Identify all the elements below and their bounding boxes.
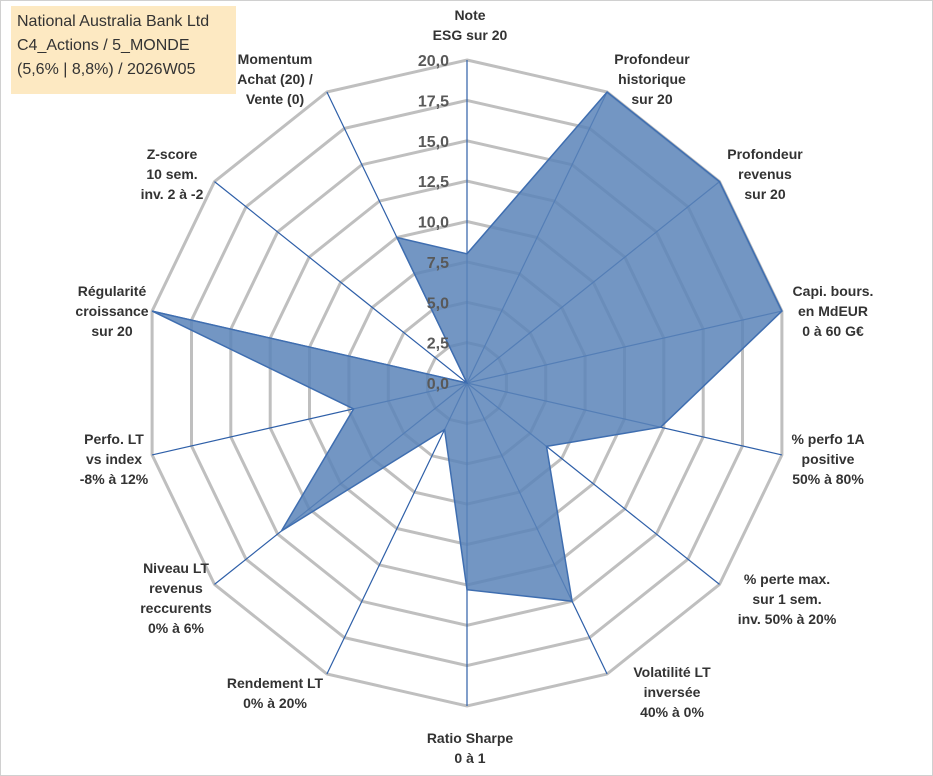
axis-label-line: 0 à 1: [454, 750, 485, 766]
axis-label-line: en MdEUR: [798, 303, 868, 319]
axis-label-line: Profondeur: [727, 146, 803, 162]
axis-label-line: Régularité: [78, 283, 147, 299]
axis-label-line: Vente (0): [246, 91, 304, 107]
axis-label-line: revenus: [149, 580, 203, 596]
axis-label-line: inv. 2 à -2: [141, 186, 204, 202]
axis-spoke: [214, 181, 468, 384]
tick-label: 10,0: [418, 215, 449, 232]
axis-label: Régularité croissance sur 20: [75, 283, 148, 339]
axis-label-line: 0% à 6%: [148, 620, 205, 636]
axis-label: Volatilité LT inversée 40% à 0%: [633, 664, 711, 720]
axis-label-line: 0 à 60 G€: [802, 323, 864, 339]
axis-label-line: Niveau LT: [143, 560, 209, 576]
info-box: National Australia Bank Ltd C4_Actions /…: [11, 6, 236, 94]
tick-label: 7,5: [427, 255, 449, 272]
axis-label: Rendement LT 0% à 20%: [227, 675, 324, 711]
tick-label: 2,5: [427, 336, 449, 353]
axis-label-line: vs index: [86, 451, 142, 467]
radar-axis-labels: Note ESG sur 20 Profondeur historique sur 20…: [75, 7, 873, 766]
axis-label-line: Perfo. LT: [84, 431, 144, 447]
axis-label-line: -8% à 12%: [80, 471, 149, 487]
axis-label-line: 40% à 0%: [640, 704, 704, 720]
axis-label: Profondeur revenus sur 20: [727, 146, 803, 202]
axis-label-line: 50% à 80%: [792, 471, 864, 487]
tick-label: 5,0: [427, 295, 449, 312]
axis-label-line: inv. 50% à 20%: [738, 611, 837, 627]
axis-label-line: ESG sur 20: [433, 27, 508, 43]
axis-label-line: inversée: [644, 684, 701, 700]
info-line-company: National Australia Bank Ltd: [17, 13, 210, 30]
axis-label-line: 0% à 20%: [243, 695, 307, 711]
axis-label-line: positive: [802, 451, 855, 467]
axis-label-line: sur 1 sem.: [752, 591, 821, 607]
axis-label: Profondeur historique sur 20: [614, 51, 690, 107]
axis-label: Capi. bours. en MdEUR 0 à 60 G€: [793, 283, 874, 339]
axis-label-line: Ratio Sharpe: [427, 730, 514, 746]
tick-label: 17,5: [418, 93, 449, 110]
series-area: [151, 90, 783, 603]
tick-label: 20,0: [418, 53, 449, 70]
axis-label-line: reccurents: [140, 600, 212, 616]
axis-label: Z-score 10 sem. inv. 2 à -2: [141, 146, 204, 202]
tick-label: 12,5: [418, 174, 449, 191]
axis-label-line: Rendement LT: [227, 675, 324, 691]
axis-label: Momentum Achat (20) / Vente (0): [237, 51, 313, 107]
axis-label-line: Capi. bours.: [793, 283, 874, 299]
axis-label: Note ESG sur 20: [433, 7, 508, 43]
axis-label-line: 10 sem.: [146, 166, 197, 182]
axis-label: % perfo 1A positive 50% à 80%: [791, 431, 864, 487]
radar-tick-labels: 0,0 2,5 5,0 7,5 10,0 12,5 15,0 17,5 20,0: [418, 53, 449, 393]
axis-label: Ratio Sharpe 0 à 1: [427, 730, 514, 766]
axis-label-line: Volatilité LT: [633, 664, 711, 680]
axis-label-line: Momentum: [238, 51, 313, 67]
axis-label: % perte max. sur 1 sem. inv. 50% à 20%: [738, 571, 837, 627]
axis-label-line: sur 20: [631, 91, 672, 107]
axis-label: Perfo. LT vs index -8% à 12%: [80, 431, 149, 487]
info-line-category: C4_Actions / 5_MONDE: [17, 37, 190, 54]
tick-label: 15,0: [418, 134, 449, 151]
radar-series: [151, 90, 783, 603]
axis-spoke: [326, 382, 468, 675]
axis-label-line: sur 20: [91, 323, 132, 339]
axis-label-line: Profondeur: [614, 51, 690, 67]
axis-label-line: sur 20: [744, 186, 785, 202]
tick-label: 0,0: [427, 376, 449, 393]
axis-label-line: croissance: [75, 303, 148, 319]
axis-label-line: Achat (20) /: [237, 71, 313, 87]
axis-label-line: Z-score: [147, 146, 198, 162]
info-line-period: (5,6% | 8,8%) / 2026W05: [17, 61, 196, 78]
axis-label-line: Note: [454, 7, 485, 23]
axis-label-line: % perte max.: [744, 571, 830, 587]
axis-label: Niveau LT revenus reccurents 0% à 6%: [140, 560, 212, 636]
axis-label-line: revenus: [738, 166, 792, 182]
axis-label-line: historique: [618, 71, 686, 87]
axis-label-line: % perfo 1A: [791, 431, 864, 447]
